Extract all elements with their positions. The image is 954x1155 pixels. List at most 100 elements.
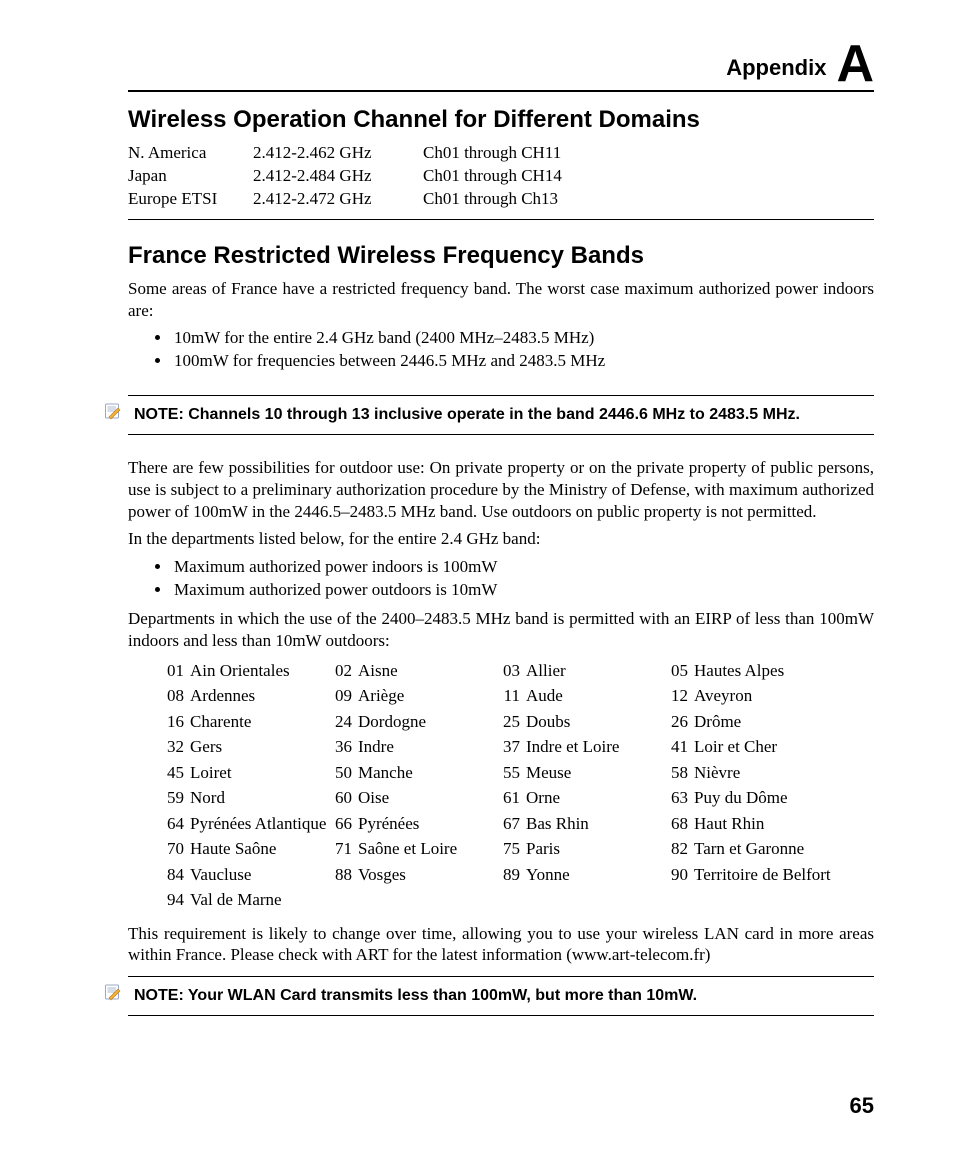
dept-code: 67 [492, 811, 526, 837]
dept-name: Allier [526, 658, 660, 684]
bullets2: Maximum authorized power indoors is 100m… [128, 556, 874, 602]
freq-cell: 2.412-2.472 GHz [253, 188, 423, 211]
dept-name: Yonne [526, 862, 660, 888]
dept-code: 94 [156, 887, 190, 913]
dept-name: Aisne [358, 658, 492, 684]
note-text: NOTE: Channels 10 through 13 inclusive o… [134, 406, 800, 423]
dept-name: Saône et Loire [358, 836, 492, 862]
dept-name: Manche [358, 760, 492, 786]
dept-name: Tarn et Garonne [694, 836, 828, 862]
dept-name [526, 887, 660, 913]
dept-code: 82 [660, 836, 694, 862]
dept-code: 90 [660, 862, 694, 888]
table-row: 84Vaucluse88Vosges89Yonne90Territoire de… [156, 862, 874, 888]
dept-name: Haute Saône [190, 836, 324, 862]
paragraph: This requirement is likely to change ove… [128, 923, 874, 967]
dept-name: Indre et Loire [526, 734, 660, 760]
region-cell: Europe ETSI [128, 188, 253, 211]
dept-code: 01 [156, 658, 190, 684]
dept-name: Bas Rhin [526, 811, 660, 837]
paragraph: There are few possibilities for outdoor … [128, 457, 874, 522]
dept-name: Aude [526, 683, 660, 709]
dept-code: 58 [660, 760, 694, 786]
dept-code: 89 [492, 862, 526, 888]
section1-title: Wireless Operation Channel for Different… [128, 106, 874, 134]
dept-name: Haut Rhin [694, 811, 828, 837]
table-row: N. America 2.412-2.462 GHz Ch01 through … [128, 142, 874, 165]
dept-name: Pyrénées [358, 811, 492, 837]
dept-code: 71 [324, 836, 358, 862]
dept-name: Oise [358, 785, 492, 811]
departments-table: 01Ain Orientales02Aisne03Allier05Hautes … [156, 658, 874, 913]
dept-code: 41 [660, 734, 694, 760]
freq-cell: 2.412-2.462 GHz [253, 142, 423, 165]
dept-code: 26 [660, 709, 694, 735]
page-header: Appendix A [128, 38, 874, 92]
table-row: 16Charente24Dordogne25Doubs26Drôme [156, 709, 874, 735]
dept-name: Ariège [358, 683, 492, 709]
table-row: 45Loiret50Manche55Meuse58Nièvre [156, 760, 874, 786]
dept-name: Drôme [694, 709, 828, 735]
note-icon [104, 402, 122, 420]
table-row: 01Ain Orientales02Aisne03Allier05Hautes … [156, 658, 874, 684]
dept-code: 55 [492, 760, 526, 786]
freq-cell: 2.412-2.484 GHz [253, 165, 423, 188]
table-row: Europe ETSI 2.412-2.472 GHz Ch01 through… [128, 188, 874, 211]
list-item: Maximum authorized power indoors is 100m… [172, 556, 874, 579]
dept-name: Territoire de Belfort [694, 862, 828, 888]
table-row: 94Val de Marne [156, 887, 874, 913]
dept-code: 09 [324, 683, 358, 709]
dept-code: 16 [156, 709, 190, 735]
page-content: Wireless Operation Channel for Different… [128, 106, 874, 1016]
dept-code: 03 [492, 658, 526, 684]
dept-code: 05 [660, 658, 694, 684]
dept-name: Paris [526, 836, 660, 862]
dept-name: Loir et Cher [694, 734, 828, 760]
domains-table: N. America 2.412-2.462 GHz Ch01 through … [128, 142, 874, 211]
dept-code: 45 [156, 760, 190, 786]
section2-title: France Restricted Wireless Frequency Ban… [128, 242, 874, 270]
dept-code: 70 [156, 836, 190, 862]
dept-code: 60 [324, 785, 358, 811]
dept-code: 75 [492, 836, 526, 862]
paragraph: Departments in which the use of the 2400… [128, 608, 874, 652]
dept-code [492, 887, 526, 913]
note-box: NOTE: Your WLAN Card transmits less than… [128, 976, 874, 1016]
bullets1: 10mW for the entire 2.4 GHz band (2400 M… [128, 327, 874, 373]
dept-name: Indre [358, 734, 492, 760]
dept-code: 66 [324, 811, 358, 837]
dept-name: Val de Marne [190, 887, 324, 913]
dept-name: Nièvre [694, 760, 828, 786]
note-icon [104, 983, 122, 1001]
note-text: NOTE: Your WLAN Card transmits less than… [134, 987, 697, 1004]
list-item: Maximum authorized power outdoors is 10m… [172, 579, 874, 602]
list-item: 10mW for the entire 2.4 GHz band (2400 M… [172, 327, 874, 350]
section-divider [128, 219, 874, 220]
table-row: 59Nord60Oise61Orne63Puy du Dôme [156, 785, 874, 811]
dept-name: Aveyron [694, 683, 828, 709]
dept-name: Hautes Alpes [694, 658, 828, 684]
dept-code: 12 [660, 683, 694, 709]
list-item: 100mW for frequencies between 2446.5 MHz… [172, 350, 874, 373]
dept-name: Vaucluse [190, 862, 324, 888]
note-box: NOTE: Channels 10 through 13 inclusive o… [128, 395, 874, 435]
dept-name: Ardennes [190, 683, 324, 709]
region-cell: N. America [128, 142, 253, 165]
table-row: Japan 2.412-2.484 GHz Ch01 through CH14 [128, 165, 874, 188]
dept-code: 68 [660, 811, 694, 837]
dept-name: Loiret [190, 760, 324, 786]
dept-name: Doubs [526, 709, 660, 735]
appendix-letter: A [836, 38, 874, 90]
dept-name: Gers [190, 734, 324, 760]
dept-code: 64 [156, 811, 190, 837]
document-page: Appendix A Wireless Operation Channel fo… [0, 0, 954, 1155]
dept-code: 24 [324, 709, 358, 735]
intro-paragraph: Some areas of France have a restricted f… [128, 278, 874, 322]
dept-code: 88 [324, 862, 358, 888]
dept-code [324, 887, 358, 913]
dept-code: 59 [156, 785, 190, 811]
dept-code: 02 [324, 658, 358, 684]
page-number: 65 [850, 1093, 874, 1119]
dept-name: Pyrénées Atlantique [190, 811, 324, 837]
dept-name: Meuse [526, 760, 660, 786]
